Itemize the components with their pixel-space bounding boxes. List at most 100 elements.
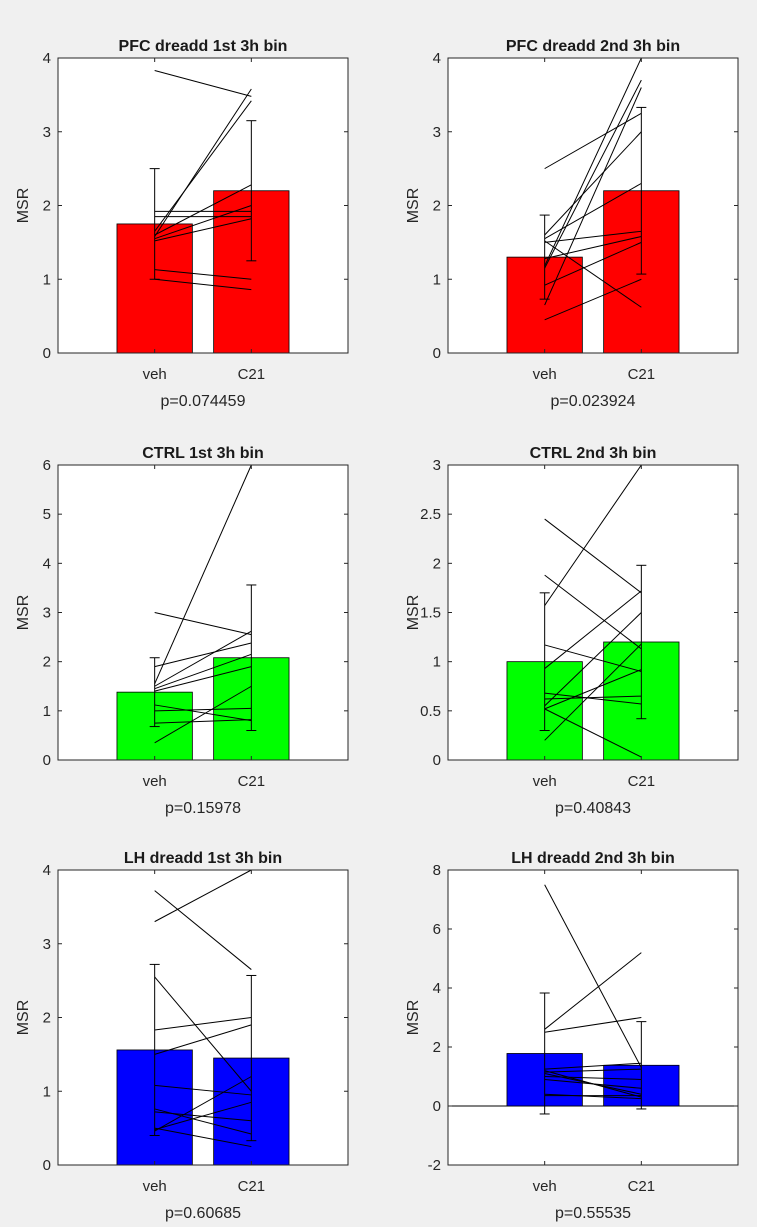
- paired-line-6: [154, 666, 252, 692]
- y-tick-label: 2: [433, 198, 441, 215]
- paired-line-4: [544, 1062, 642, 1070]
- paired-line-5: [154, 1024, 252, 1055]
- paired-line-11: [154, 1101, 252, 1131]
- subplot-3: 0 1 2 3 4 5 6 veh C21 CTRL 1st 3h bin MSR p=0.15978: [15, 445, 349, 817]
- paired-line-9: [544, 669, 642, 710]
- axes-background: [58, 870, 348, 1165]
- y-tick-label: 3: [433, 457, 441, 474]
- paired-line-7: [544, 79, 642, 269]
- subplot-1: 0 1 2 3 4 veh C21 PFC dreadd 1st 3h bin MSR p=0.0…: [15, 38, 349, 410]
- axes-frame: [447, 869, 739, 1166]
- paired-line-1: [154, 464, 252, 684]
- paired-line-5: [544, 1068, 642, 1073]
- paired-line-7: [154, 704, 252, 722]
- paired-line-11: [544, 278, 642, 321]
- x-tick-label-C21: C21: [238, 773, 266, 790]
- paired-line-1: [154, 70, 252, 97]
- y-tick-label: 4: [433, 980, 441, 997]
- y-tick-label: 2.5: [420, 506, 441, 523]
- y-tick-label: 8: [433, 862, 441, 879]
- y-tick-label: 5: [43, 506, 51, 523]
- y-tick-label: 0: [433, 752, 441, 769]
- paired-line-10: [544, 708, 642, 758]
- paired-line-1: [544, 884, 642, 1068]
- axes-background: [448, 58, 738, 353]
- y-tick-label: 4: [43, 862, 51, 879]
- y-tick-label: 1.5: [420, 605, 441, 622]
- y-tick-label: 1: [433, 271, 441, 288]
- y-tick-label: 1: [43, 271, 51, 288]
- y-tick-label: 1: [433, 654, 441, 671]
- subplot-title: CTRL 2nd 3h bin: [530, 445, 657, 462]
- paired-line-11: [544, 1073, 642, 1095]
- paired-line-8: [154, 707, 252, 712]
- paired-line-8: [544, 612, 642, 707]
- p-value-label: p=0.074459: [161, 393, 246, 410]
- y-tick-label: 3: [433, 124, 441, 141]
- subplot-5: 0 1 2 3 4 veh C21 LH dreadd 1st 3h bin MSR p=0.60…: [15, 850, 349, 1222]
- axes-background: [58, 465, 348, 760]
- paired-line-8: [544, 87, 642, 306]
- paired-line-3: [544, 1017, 642, 1033]
- subplot-title: CTRL 1st 3h bin: [142, 445, 264, 462]
- x-tick-label-veh: veh: [143, 773, 167, 790]
- y-tick-label: 0.5: [420, 703, 441, 720]
- paired-line-6: [544, 57, 642, 267]
- y-tick-label: 3: [43, 936, 51, 953]
- paired-line-8: [154, 218, 252, 242]
- paired-line-10: [544, 241, 642, 286]
- paired-line-3: [544, 182, 642, 240]
- p-value-label: p=0.40843: [555, 800, 631, 817]
- subplot-title: PFC dreadd 2nd 3h bin: [506, 38, 680, 55]
- subplot-6: -2 0 2 4 6 8 veh C21 LH dreadd 2nd 3h bin MSR p=0.…: [405, 850, 739, 1222]
- paired-line-4: [544, 644, 642, 672]
- x-tick-label-veh: veh: [143, 366, 167, 383]
- y-tick-label: 6: [433, 921, 441, 938]
- paired-line-9: [154, 719, 252, 724]
- y-tick-label: 2: [43, 1010, 51, 1027]
- y-tick-label: 1: [43, 703, 51, 720]
- paired-line-2: [544, 131, 642, 236]
- x-tick-label-C21: C21: [628, 773, 656, 790]
- x-tick-label-C21: C21: [238, 366, 266, 383]
- x-tick-label-veh: veh: [533, 1178, 557, 1195]
- paired-line-11: [544, 643, 642, 741]
- paired-line-2: [154, 612, 252, 636]
- x-tick-label-veh: veh: [143, 1178, 167, 1195]
- paired-line-1: [544, 464, 642, 606]
- y-axis-label: MSR: [405, 188, 422, 224]
- x-tick-label-C21: C21: [628, 366, 656, 383]
- y-tick-label: 0: [43, 345, 51, 362]
- y-tick-label: 1: [43, 1083, 51, 1100]
- paired-line-4: [154, 184, 252, 236]
- y-tick-label: 0: [433, 1098, 441, 1115]
- p-value-label: p=0.15978: [165, 800, 241, 817]
- y-tick-label: 3: [43, 605, 51, 622]
- paired-line-4: [154, 630, 252, 687]
- axes-background: [448, 870, 738, 1165]
- subplot-title: PFC dreadd 1st 3h bin: [119, 38, 288, 55]
- paired-line-7: [544, 1093, 642, 1100]
- x-tick-label-C21: C21: [238, 1178, 266, 1195]
- y-tick-label: 0: [43, 752, 51, 769]
- paired-line-2: [154, 890, 252, 970]
- y-axis-label: MSR: [15, 188, 32, 224]
- paired-line-3: [154, 100, 252, 232]
- p-value-label: p=0.023924: [551, 393, 636, 410]
- y-axis-label: MSR: [405, 595, 422, 631]
- paired-line-3: [154, 976, 252, 1092]
- paired-line-5: [544, 240, 642, 308]
- axes-background: [58, 58, 348, 353]
- paired-line-1: [154, 869, 252, 923]
- paired-line-9: [154, 1127, 252, 1148]
- y-tick-label: 4: [433, 50, 441, 67]
- p-value-label: p=0.60685: [165, 1205, 241, 1222]
- y-axis-label: MSR: [15, 595, 32, 631]
- paired-line-3: [154, 642, 252, 668]
- y-tick-label: -2: [428, 1157, 441, 1174]
- y-tick-label: 4: [43, 50, 51, 67]
- paired-line-10: [154, 685, 252, 744]
- paired-line-4: [544, 230, 642, 243]
- y-tick-label: 0: [433, 345, 441, 362]
- y-tick-label: 3: [43, 124, 51, 141]
